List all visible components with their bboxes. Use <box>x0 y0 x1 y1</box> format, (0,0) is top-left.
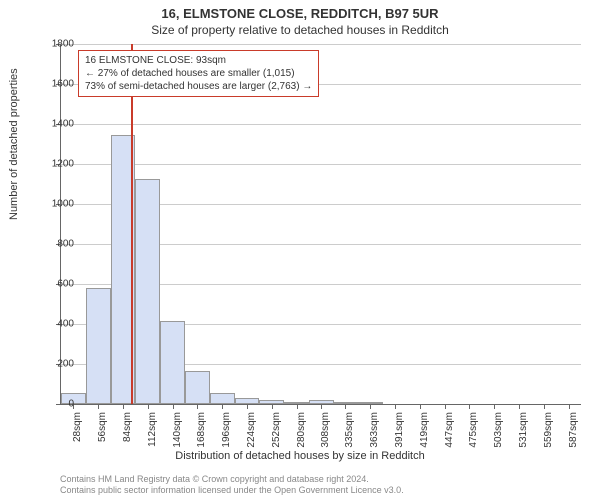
xtick-label: 112sqm <box>147 412 158 452</box>
xtick-mark <box>395 404 396 409</box>
xtick-label: 559sqm <box>543 412 554 452</box>
xtick-label: 308sqm <box>320 412 331 452</box>
xtick-mark <box>197 404 198 409</box>
ytick-label: 600 <box>57 279 74 290</box>
ytick-label: 200 <box>57 359 74 370</box>
xtick-mark <box>519 404 520 409</box>
xtick-mark <box>569 404 570 409</box>
ytick-label: 400 <box>57 319 74 330</box>
footer-line2: Contains public sector information licen… <box>60 485 404 496</box>
xtick-label: 587sqm <box>568 412 579 452</box>
xtick-label: 168sqm <box>196 412 207 452</box>
xtick-label: 363sqm <box>369 412 380 452</box>
xtick-label: 475sqm <box>468 412 479 452</box>
annotation-line3: 73% of semi-detached houses are larger (… <box>85 80 312 93</box>
histogram-bar <box>86 288 111 404</box>
xtick-mark <box>494 404 495 409</box>
annotation-box: 16 ELMSTONE CLOSE: 93sqm ← 27% of detach… <box>78 50 319 97</box>
property-marker-line <box>131 44 133 404</box>
xtick-label: 447sqm <box>444 412 455 452</box>
ytick-label: 1000 <box>52 199 74 210</box>
xtick-mark <box>123 404 124 409</box>
ytick-label: 1600 <box>52 79 74 90</box>
ytick-label: 1800 <box>52 39 74 50</box>
xtick-label: 252sqm <box>271 412 282 452</box>
xtick-mark <box>222 404 223 409</box>
grid-line <box>61 164 581 165</box>
footer-line1: Contains HM Land Registry data © Crown c… <box>60 474 404 485</box>
xtick-label: 196sqm <box>221 412 232 452</box>
histogram-bar <box>135 179 160 404</box>
ytick-label: 1400 <box>52 119 74 130</box>
xtick-mark <box>173 404 174 409</box>
xtick-label: 419sqm <box>419 412 430 452</box>
grid-line <box>61 124 581 125</box>
xtick-mark <box>544 404 545 409</box>
chart-subtitle: Size of property relative to detached ho… <box>0 23 600 37</box>
xtick-mark <box>345 404 346 409</box>
xtick-label: 84sqm <box>122 412 133 452</box>
histogram-bar <box>185 371 210 404</box>
xtick-mark <box>272 404 273 409</box>
y-axis-label: Number of detached properties <box>8 68 20 220</box>
annotation-line1: 16 ELMSTONE CLOSE: 93sqm <box>85 54 312 67</box>
ytick-label: 0 <box>68 399 74 410</box>
grid-line <box>61 44 581 45</box>
chart-title-address: 16, ELMSTONE CLOSE, REDDITCH, B97 5UR <box>0 6 600 21</box>
xtick-label: 280sqm <box>296 412 307 452</box>
xtick-label: 503sqm <box>493 412 504 452</box>
xtick-label: 391sqm <box>394 412 405 452</box>
xtick-mark <box>469 404 470 409</box>
xtick-mark <box>321 404 322 409</box>
histogram-bar <box>210 393 235 404</box>
xtick-mark <box>297 404 298 409</box>
footer-attribution: Contains HM Land Registry data © Crown c… <box>60 474 404 496</box>
annotation-line2: ← 27% of detached houses are smaller (1,… <box>85 67 312 80</box>
plot-area <box>60 44 581 405</box>
xtick-mark <box>445 404 446 409</box>
xtick-label: 224sqm <box>246 412 257 452</box>
xtick-mark <box>370 404 371 409</box>
xtick-mark <box>247 404 248 409</box>
xtick-label: 140sqm <box>172 412 183 452</box>
xtick-label: 28sqm <box>72 412 83 452</box>
xtick-label: 335sqm <box>344 412 355 452</box>
histogram-bar <box>160 321 185 404</box>
ytick-label: 1200 <box>52 159 74 170</box>
xtick-mark <box>420 404 421 409</box>
ytick-mark <box>56 404 61 405</box>
ytick-label: 800 <box>57 239 74 250</box>
xtick-mark <box>148 404 149 409</box>
xtick-mark <box>98 404 99 409</box>
xtick-label: 56sqm <box>97 412 108 452</box>
chart-container: 16, ELMSTONE CLOSE, REDDITCH, B97 5UR Si… <box>0 0 600 500</box>
xtick-label: 531sqm <box>518 412 529 452</box>
